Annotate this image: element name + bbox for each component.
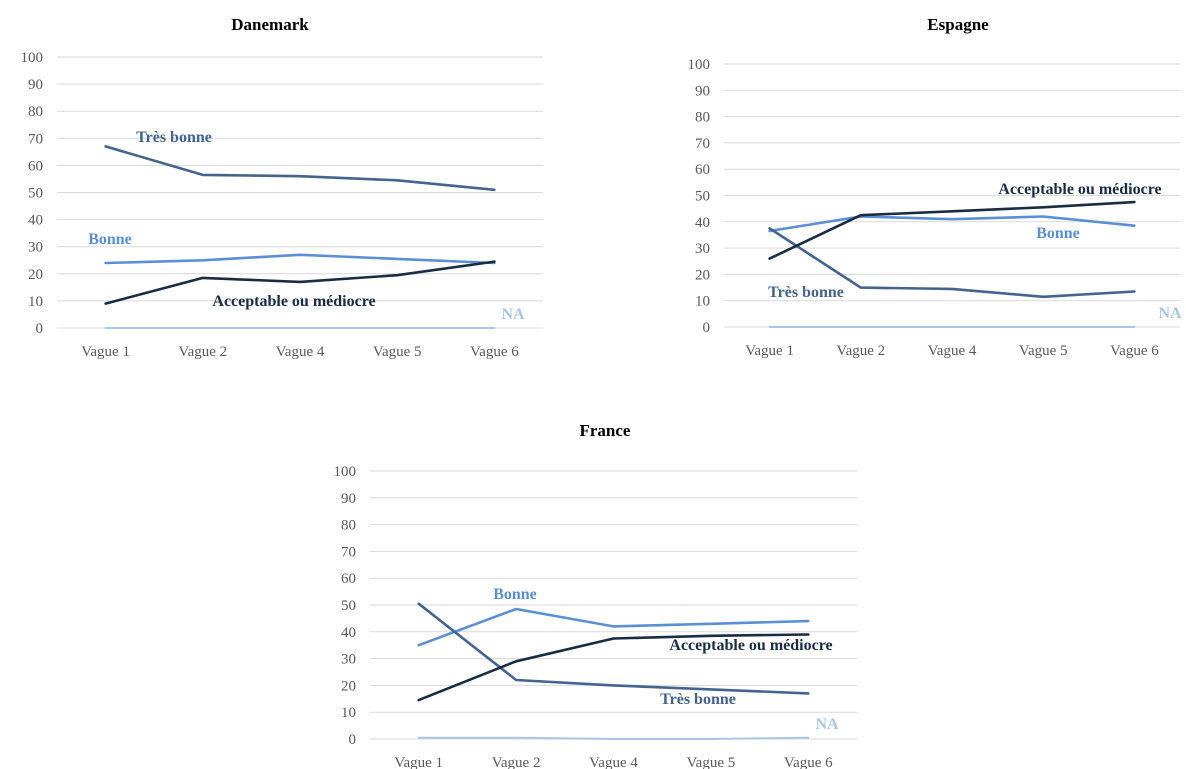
y-tick-label: 60 bbox=[695, 162, 710, 178]
series-line-tres-bonne bbox=[768, 227, 1136, 299]
chart-title: Espagne bbox=[927, 15, 989, 34]
x-tick-label: Vague 4 bbox=[589, 755, 638, 769]
x-tick-label: Vague 1 bbox=[745, 343, 794, 359]
x-tick-label: Vague 5 bbox=[373, 344, 422, 360]
x-tick-label: Vague 4 bbox=[928, 343, 977, 359]
y-tick-label: 100 bbox=[334, 464, 357, 480]
series-label-acceptable: Acceptable ou médiocre bbox=[212, 293, 375, 310]
chart-france: France 0 10 20 30 40 50 60 70 80 90 100 Vague 1 Vague… bbox=[334, 421, 857, 769]
series-label-na: NA bbox=[1158, 305, 1182, 322]
chart-danemark: Danemark 0 10 20 30 40 50 60 70 80 90 100 Vague 1 Vag… bbox=[21, 15, 543, 360]
y-tick-label: 90 bbox=[695, 83, 710, 99]
series-label-tres-bonne: Très bonne bbox=[660, 691, 736, 708]
y-tick-label: 20 bbox=[341, 678, 356, 694]
y-tick-label: 0 bbox=[349, 732, 357, 748]
series-label-bonne: Bonne bbox=[493, 586, 537, 603]
y-tick-label: 30 bbox=[695, 241, 710, 257]
series-line-bonne bbox=[768, 215, 1136, 233]
y-tick-label: 90 bbox=[28, 77, 43, 93]
series-line-tres-bonne bbox=[417, 602, 810, 695]
y-tick-label: 0 bbox=[703, 320, 711, 336]
y-tick-label: 60 bbox=[341, 571, 356, 587]
y-tick-label: 30 bbox=[341, 652, 356, 668]
series-line-tres-bonne bbox=[104, 145, 496, 192]
series-label-bonne: Bonne bbox=[1036, 225, 1080, 242]
y-tick-label: 80 bbox=[28, 104, 43, 120]
x-tick-label: Vague 2 bbox=[836, 343, 885, 359]
y-tick-label: 100 bbox=[688, 57, 711, 73]
series-label-tres-bonne: Très bonne bbox=[768, 284, 844, 301]
y-tick-label: 90 bbox=[341, 491, 356, 507]
series-line-na bbox=[417, 736, 810, 740]
y-tick-label: 30 bbox=[28, 240, 43, 256]
y-tick-label: 50 bbox=[28, 186, 43, 202]
y-tick-label: 60 bbox=[28, 158, 43, 174]
series-label-tres-bonne: Très bonne bbox=[136, 129, 212, 146]
series-line-bonne bbox=[417, 607, 810, 647]
y-tick-label: 40 bbox=[341, 625, 356, 641]
x-tick-label: Vague 2 bbox=[492, 755, 541, 769]
series-label-na: NA bbox=[501, 306, 525, 323]
x-tick-label: Vague 1 bbox=[81, 344, 130, 360]
x-tick-label: Vague 1 bbox=[394, 755, 443, 769]
series-line-bonne bbox=[104, 253, 496, 265]
series-line-acceptable bbox=[768, 200, 1136, 260]
y-tick-label: 40 bbox=[695, 215, 710, 231]
series-label-acceptable: Acceptable ou médiocre bbox=[998, 181, 1161, 198]
series-line-acceptable bbox=[417, 633, 810, 702]
x-tick-label: Vague 4 bbox=[276, 344, 325, 360]
y-tick-label: 10 bbox=[341, 705, 356, 721]
x-tick-label: Vague 2 bbox=[178, 344, 227, 360]
chart-title: France bbox=[580, 421, 631, 440]
y-tick-label: 10 bbox=[28, 294, 43, 310]
y-tick-label: 20 bbox=[28, 267, 43, 283]
y-tick-label: 0 bbox=[36, 321, 44, 337]
y-tick-label: 50 bbox=[695, 189, 710, 205]
y-tick-label: 50 bbox=[341, 598, 356, 614]
x-tick-label: Vague 6 bbox=[470, 344, 519, 360]
series-label-acceptable: Acceptable ou médiocre bbox=[669, 637, 832, 654]
series-label-bonne: Bonne bbox=[88, 231, 132, 248]
y-tick-label: 70 bbox=[341, 544, 356, 560]
chart-title: Danemark bbox=[231, 15, 309, 34]
y-tick-label: 80 bbox=[341, 518, 356, 534]
y-tick-label: 100 bbox=[21, 50, 44, 66]
series-label-na: NA bbox=[815, 716, 839, 733]
chart-espagne: Espagne 0 10 20 30 40 50 60 70 80 90 100 Vague 1 Vagu… bbox=[688, 15, 1183, 359]
series-line-acceptable bbox=[104, 260, 496, 305]
x-tick-label: Vague 5 bbox=[1019, 343, 1068, 359]
y-tick-label: 70 bbox=[695, 136, 710, 152]
y-tick-label: 40 bbox=[28, 213, 43, 229]
y-tick-label: 10 bbox=[695, 294, 710, 310]
y-tick-label: 70 bbox=[28, 131, 43, 147]
x-tick-label: Vague 6 bbox=[784, 755, 833, 769]
y-tick-label: 80 bbox=[695, 110, 710, 126]
x-tick-label: Vague 6 bbox=[1110, 343, 1159, 359]
y-tick-label: 20 bbox=[695, 267, 710, 283]
x-tick-label: Vague 5 bbox=[687, 755, 736, 769]
